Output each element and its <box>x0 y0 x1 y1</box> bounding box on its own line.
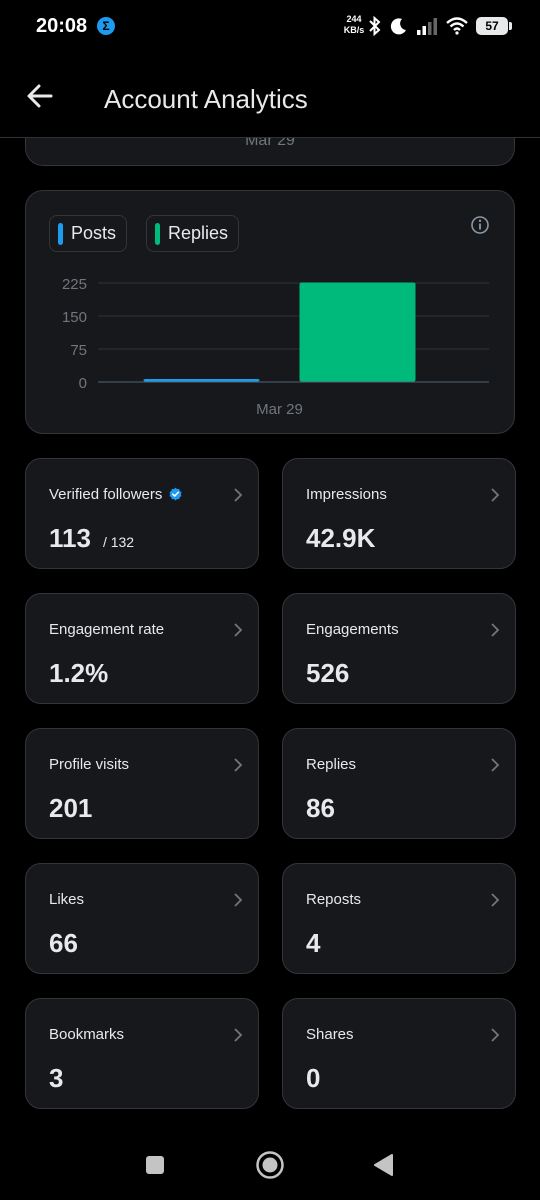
bar-replies[interactable] <box>299 282 416 382</box>
chevron-right-icon <box>234 623 243 637</box>
arrow-left-icon <box>27 84 53 108</box>
metric-value-impressions: 42.9K <box>306 523 376 553</box>
y-tick-label: 75 <box>70 342 87 359</box>
metric-label-engagements: Engagements <box>306 621 399 638</box>
y-tick-label: 225 <box>62 276 87 293</box>
home-button[interactable] <box>255 1150 285 1180</box>
square-icon <box>146 1156 164 1174</box>
back-button[interactable] <box>24 80 56 112</box>
metric-value-profile-visits: 201 <box>49 793 93 823</box>
metric-value-engagements: 526 <box>306 658 350 688</box>
metric-label-shares: Shares <box>306 1026 354 1043</box>
metric-value-likes: 66 <box>49 928 78 958</box>
network-speed: 244 KB/s <box>340 14 368 36</box>
back-nav-button[interactable] <box>369 1150 399 1180</box>
metric-value-bookmarks: 3 <box>49 1063 64 1093</box>
chevron-right-icon <box>491 488 500 502</box>
metric-card-replies[interactable]: Replies 86 <box>282 728 516 839</box>
status-time: 20:08 <box>36 15 88 37</box>
page-title: Account Analytics <box>104 84 308 114</box>
legend-replies[interactable]: Replies <box>146 215 240 252</box>
metric-card-reposts[interactable]: Reposts 4 <box>282 863 516 974</box>
metric-value-reposts: 4 <box>306 928 321 958</box>
chevron-right-icon <box>234 758 243 772</box>
home-circle-icon <box>256 1151 284 1179</box>
x-tick-label: Mar 29 <box>256 401 303 418</box>
chevron-right-icon <box>491 1028 500 1042</box>
page-header: Account Analytics <box>0 54 540 138</box>
triangle-back-icon <box>374 1154 393 1176</box>
y-tick-label: 0 <box>79 375 87 392</box>
metric-card-profile-visits[interactable]: Profile visits 201 <box>25 728 259 839</box>
metric-label-impressions: Impressions <box>306 486 387 503</box>
legend-replies-swatch <box>155 222 160 245</box>
legend-posts-label: Posts <box>71 223 117 243</box>
metric-label-reposts: Reposts <box>306 891 362 908</box>
bluetooth-icon <box>369 16 381 36</box>
metric-card-impressions[interactable]: Impressions 42.9K <box>282 458 516 569</box>
metric-value-shares: 0 <box>306 1063 321 1093</box>
network-speed-unit: KB/s <box>343 25 365 35</box>
metric-value-engagement-rate: 1.2% <box>49 658 109 688</box>
metric-label-bookmarks: Bookmarks <box>49 1026 125 1043</box>
activity-chart-card: Posts Replies 0 75 150 225 Mar 29 <box>25 190 515 434</box>
metric-card-engagements[interactable]: Engagements 526 <box>282 593 516 704</box>
do-not-disturb-moon-icon <box>390 18 406 35</box>
legend-posts[interactable]: Posts <box>49 215 128 252</box>
system-nav-bar <box>0 1130 540 1200</box>
chevron-right-icon <box>491 623 500 637</box>
chevron-right-icon <box>491 893 500 907</box>
metric-label-engagement-rate: Engagement rate <box>49 621 165 638</box>
legend-posts-swatch <box>58 222 63 245</box>
metric-value-replies: 86 <box>306 793 335 823</box>
y-tick-label: 150 <box>62 309 87 326</box>
metric-label-profile-visits: Profile visits <box>49 756 130 773</box>
legend-replies-label: Replies <box>168 223 229 243</box>
metric-card-verified-followers[interactable]: Verified followers 113 / 132 <box>25 458 259 569</box>
metric-total-followers: / 132 <box>102 534 135 550</box>
bar-chart: 0 75 150 225 Mar 29 <box>62 276 489 418</box>
metric-label-likes: Likes <box>49 891 85 908</box>
cell-signal-icon <box>417 18 437 35</box>
metric-label-replies: Replies <box>306 756 357 773</box>
info-icon[interactable] <box>470 215 490 235</box>
bar-posts[interactable] <box>143 379 260 382</box>
network-speed-value: 244 <box>346 14 362 24</box>
wifi-icon <box>446 17 468 35</box>
app-notification-icon: Σ <box>97 17 115 35</box>
metric-card-bookmarks[interactable]: Bookmarks 3 <box>25 998 259 1109</box>
battery-indicator: 57 <box>476 17 512 35</box>
chevron-right-icon <box>234 893 243 907</box>
metric-label-verified-followers: Verified followers <box>49 486 163 503</box>
metric-card-shares[interactable]: Shares 0 <box>282 998 516 1109</box>
metric-card-likes[interactable]: Likes 66 <box>25 863 259 974</box>
chevron-right-icon <box>491 758 500 772</box>
status-bar: 20:08 Σ 244 KB/s 57 <box>0 0 540 54</box>
recent-apps-button[interactable] <box>140 1150 170 1180</box>
metric-value-verified-followers: 113 <box>49 523 91 553</box>
chevron-right-icon <box>234 1028 243 1042</box>
verified-badge-icon <box>169 487 182 501</box>
metric-card-engagement-rate[interactable]: Engagement rate 1.2% <box>25 593 259 704</box>
chevron-right-icon <box>234 488 243 502</box>
